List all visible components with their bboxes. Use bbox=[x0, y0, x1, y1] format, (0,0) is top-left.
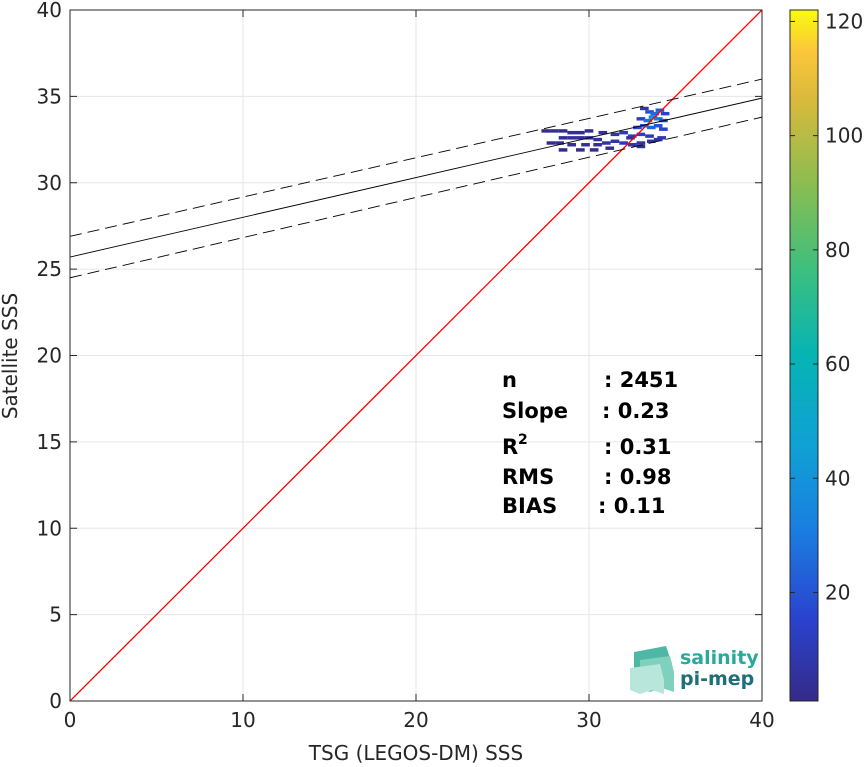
x-axis-label: TSG (LEGOS-DM) SSS bbox=[308, 741, 523, 765]
density-cell bbox=[659, 127, 668, 131]
x-tick-label: 20 bbox=[403, 708, 428, 732]
density-cell bbox=[636, 144, 646, 149]
x-axis-ticks: 0 10 20 30 40 bbox=[64, 10, 775, 732]
regression-lower-line bbox=[70, 116, 762, 279]
identity-line bbox=[70, 10, 762, 701]
density-cell bbox=[593, 137, 602, 142]
regression-line bbox=[70, 97, 762, 258]
density-cell bbox=[627, 143, 637, 147]
density-cell bbox=[576, 148, 585, 152]
logo-text-pi-mep: pi-mep bbox=[680, 668, 754, 690]
stat-value-bias: : 0.11 bbox=[598, 494, 666, 518]
y-tick-label: 30 bbox=[37, 171, 62, 195]
density-cell bbox=[645, 134, 654, 138]
density-cells bbox=[541, 106, 670, 152]
x-tick-label: 40 bbox=[749, 708, 774, 732]
stat-value-rms: : 0.98 bbox=[604, 465, 672, 489]
density-cell bbox=[589, 148, 599, 152]
density-cell bbox=[576, 136, 585, 140]
colorbar bbox=[789, 9, 819, 702]
density-cell bbox=[636, 132, 646, 137]
stat-value-r: : 0.31 bbox=[604, 435, 672, 459]
density-cell bbox=[598, 130, 608, 135]
density-cell bbox=[567, 136, 577, 140]
density-cell bbox=[640, 106, 649, 111]
density-cell bbox=[657, 136, 666, 140]
y-axis-label: Satellite SSS bbox=[0, 293, 22, 419]
stat-key-rms: RMS bbox=[502, 465, 554, 489]
density-cell bbox=[650, 111, 660, 116]
colorbar-tick-label: 20 bbox=[825, 580, 850, 604]
colorbar-tick-label: 80 bbox=[825, 238, 850, 262]
stat-key-r: R bbox=[502, 435, 518, 459]
density-cell bbox=[636, 117, 646, 121]
density-cell bbox=[648, 115, 658, 119]
stat-value-n: : 2451 bbox=[604, 368, 678, 392]
density-cell bbox=[567, 143, 577, 147]
density-cell bbox=[584, 129, 594, 133]
density-cell bbox=[567, 130, 577, 135]
density-cell bbox=[558, 136, 568, 140]
density-cell bbox=[605, 146, 615, 150]
density-cell bbox=[619, 130, 628, 135]
stat-value-slope: : 0.23 bbox=[602, 399, 670, 423]
colorbar-tick-label: 120 bbox=[825, 9, 863, 33]
density-cell bbox=[660, 111, 670, 116]
x-tick-label: 10 bbox=[230, 708, 255, 732]
density-cell bbox=[626, 136, 635, 140]
y-tick-label: 40 bbox=[37, 0, 62, 22]
y-tick-label: 10 bbox=[37, 516, 62, 540]
stat-key-bias: BIAS bbox=[502, 494, 557, 518]
density-cell bbox=[640, 124, 649, 128]
density-cell bbox=[558, 129, 568, 133]
y-tick-label: 25 bbox=[37, 257, 62, 281]
density-cell bbox=[643, 118, 653, 123]
stats-annotation: n : 2451 Slope : 0.23 R 2 : 0.31 RMS : 0.98 BIAS:… bbox=[502, 368, 678, 518]
y-tick-label: 15 bbox=[37, 430, 62, 454]
density-cell bbox=[610, 132, 620, 137]
logo-wave-icon-layer3 bbox=[630, 664, 664, 694]
stat-key-superscript: 2 bbox=[518, 432, 528, 448]
salinity-pi-mep-logo: salinity pi-mep bbox=[630, 646, 759, 694]
logo-text-salinity: salinity bbox=[680, 647, 759, 669]
stat-key-slope: Slope bbox=[502, 399, 568, 423]
density-cell bbox=[653, 124, 663, 128]
density-cell bbox=[653, 117, 663, 121]
density-cell bbox=[581, 143, 590, 147]
density-cell bbox=[636, 141, 646, 145]
colorbar-tick-label: 100 bbox=[825, 124, 863, 148]
y-tick-label: 0 bbox=[49, 689, 62, 713]
colorbar-ticks: 20 40 60 80 100 120 bbox=[790, 9, 863, 604]
density-cell bbox=[645, 110, 654, 114]
x-tick-label: 30 bbox=[576, 708, 601, 732]
density-cell bbox=[576, 130, 585, 135]
density-cell bbox=[655, 108, 665, 112]
y-tick-label: 35 bbox=[37, 84, 62, 108]
density-cell bbox=[619, 141, 628, 145]
x-tick-label: 0 bbox=[64, 708, 77, 732]
colorbar-tick-label: 60 bbox=[825, 352, 850, 376]
y-tick-label: 20 bbox=[37, 344, 62, 368]
y-axis-ticks: 0 5 10 15 20 25 30 35 40 bbox=[37, 0, 762, 713]
density-cell bbox=[653, 137, 663, 142]
y-tick-label: 5 bbox=[49, 603, 62, 627]
density-cell bbox=[633, 125, 642, 130]
density-cell bbox=[546, 141, 556, 145]
density-cell bbox=[550, 129, 559, 133]
stat-key-n: n bbox=[502, 368, 517, 392]
density-cell bbox=[646, 139, 656, 144]
density-cell bbox=[610, 139, 620, 144]
density-cell bbox=[555, 141, 564, 145]
regression-upper-line bbox=[70, 78, 762, 237]
density-cell bbox=[558, 148, 568, 152]
density-cell bbox=[541, 129, 551, 133]
fit-lines bbox=[70, 10, 762, 701]
density-cell bbox=[601, 141, 611, 145]
density-cell bbox=[593, 143, 602, 147]
colorbar-tick-label: 40 bbox=[825, 466, 850, 490]
density-cell bbox=[646, 125, 656, 130]
